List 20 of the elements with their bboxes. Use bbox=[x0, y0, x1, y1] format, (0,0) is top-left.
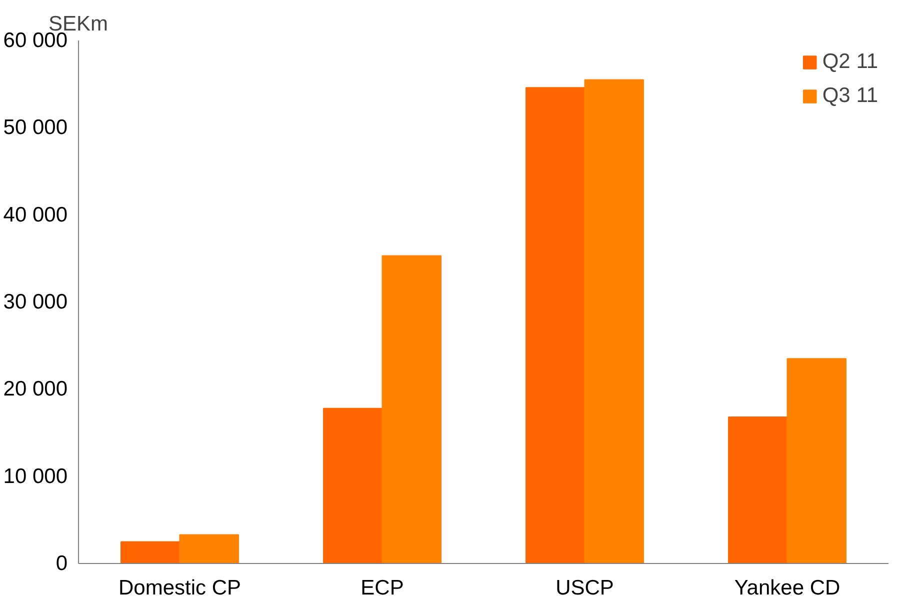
bar bbox=[728, 416, 788, 564]
y-tick-label: 50 000 bbox=[3, 116, 68, 140]
legend-label: Q3 11 bbox=[822, 84, 878, 108]
bar bbox=[179, 534, 239, 564]
y-tick-label: 0 bbox=[56, 552, 68, 575]
y-tick-label: 30 000 bbox=[3, 290, 68, 314]
x-tick-label: Yankee CD bbox=[734, 576, 840, 600]
bar bbox=[120, 541, 180, 564]
x-tick-label: Domestic CP bbox=[118, 576, 242, 600]
y-tick-label: 10 000 bbox=[3, 464, 68, 488]
x-tick-label: ECP bbox=[360, 576, 404, 600]
bar bbox=[323, 408, 383, 564]
legend-label: Q2 11 bbox=[822, 50, 878, 74]
bar bbox=[382, 255, 442, 564]
bar bbox=[584, 79, 644, 564]
y-tick-label: 20 000 bbox=[3, 378, 68, 401]
y-tick-label: 40 000 bbox=[3, 203, 68, 226]
bar bbox=[786, 358, 846, 564]
x-tick-label: USCP bbox=[556, 576, 614, 600]
bar bbox=[526, 87, 586, 564]
